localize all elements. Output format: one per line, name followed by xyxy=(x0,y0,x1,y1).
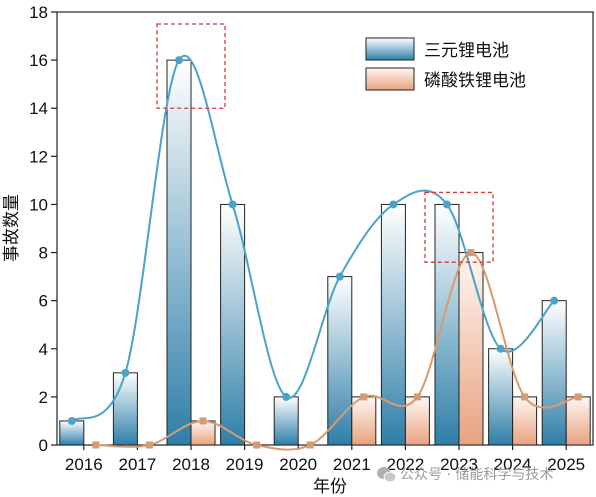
point-ternary xyxy=(443,200,451,209)
y-tick-label: 10 xyxy=(29,195,48,214)
point-ternary xyxy=(121,368,130,377)
point-ternary xyxy=(550,296,559,305)
bar-ternary xyxy=(220,203,246,446)
plot-frame xyxy=(56,11,594,446)
point-lfp xyxy=(574,393,582,401)
bar-ternary xyxy=(541,300,567,446)
point-ternary xyxy=(67,416,76,425)
bar-ternary xyxy=(327,276,353,446)
wechat-icon xyxy=(377,467,397,483)
point-ternary xyxy=(335,272,344,281)
legend: 三元锂电池 磷酸铁锂电池 xyxy=(365,37,526,91)
point-lfp xyxy=(306,441,314,449)
bar-ternary xyxy=(273,396,299,446)
x-tick-label: 2023 xyxy=(440,455,478,474)
y-tick-label: 16 xyxy=(29,51,48,70)
point-ternary xyxy=(282,392,291,401)
y-tick-label: 8 xyxy=(39,244,48,263)
y-tick-label: 0 xyxy=(39,436,48,455)
point-lfp xyxy=(413,393,421,401)
y-tick-label: 14 xyxy=(29,99,48,118)
legend-label-lfp: 磷酸铁锂电池 xyxy=(424,71,526,91)
bar-ternary xyxy=(112,372,138,446)
point-lfp xyxy=(521,393,529,401)
bar-ternary xyxy=(59,420,85,446)
point-ternary xyxy=(228,200,237,209)
x-tick-label: 2016 xyxy=(65,455,103,474)
bar-lfp xyxy=(351,396,377,446)
legend-swatch-lfp xyxy=(365,67,415,91)
point-ternary xyxy=(389,200,398,209)
x-tick-label: 2024 xyxy=(494,455,532,474)
highlight-box xyxy=(156,23,226,109)
bar-lfp xyxy=(565,396,591,446)
legend-swatch-ternary xyxy=(365,37,415,61)
x-tick-label: 2025 xyxy=(547,455,585,474)
point-ternary xyxy=(175,56,183,65)
point-lfp xyxy=(467,249,475,257)
y-tick-label: 18 xyxy=(29,3,48,22)
point-lfp xyxy=(145,441,153,449)
highlight-box xyxy=(424,191,494,263)
bar-ternary xyxy=(166,59,192,446)
bar-ternary xyxy=(488,348,514,446)
bar-ternary xyxy=(380,203,406,446)
x-tick-label: 2021 xyxy=(333,455,371,474)
x-axis-title: 年份 xyxy=(313,477,347,497)
bar-ternary xyxy=(434,203,460,446)
y-tick-label: 12 xyxy=(29,147,48,166)
y-tick-label: 4 xyxy=(39,340,48,359)
line-lfp xyxy=(95,251,579,451)
y-axis-title: 事故数量 xyxy=(2,194,22,262)
y-tick-label: 6 xyxy=(39,292,48,311)
bar-lfp xyxy=(190,420,216,446)
legend-label-ternary: 三元锂电池 xyxy=(424,41,509,61)
x-tick-label: 2020 xyxy=(279,455,317,474)
point-lfp xyxy=(199,417,207,425)
watermark-text: 公众号 · 储能科学与技术 xyxy=(400,467,553,483)
x-tick-label: 2019 xyxy=(226,455,264,474)
point-lfp xyxy=(360,393,368,401)
point-ternary xyxy=(496,344,505,353)
y-tick-label: 2 xyxy=(39,388,48,407)
x-tick-label: 2022 xyxy=(386,455,424,474)
bar-lfp xyxy=(458,252,484,446)
point-lfp xyxy=(92,441,100,449)
x-tick-label: 2017 xyxy=(118,455,156,474)
x-tick-label: 2018 xyxy=(172,455,210,474)
point-lfp xyxy=(253,441,261,449)
watermark: 公众号 · 储能科学与技术 xyxy=(377,467,553,483)
